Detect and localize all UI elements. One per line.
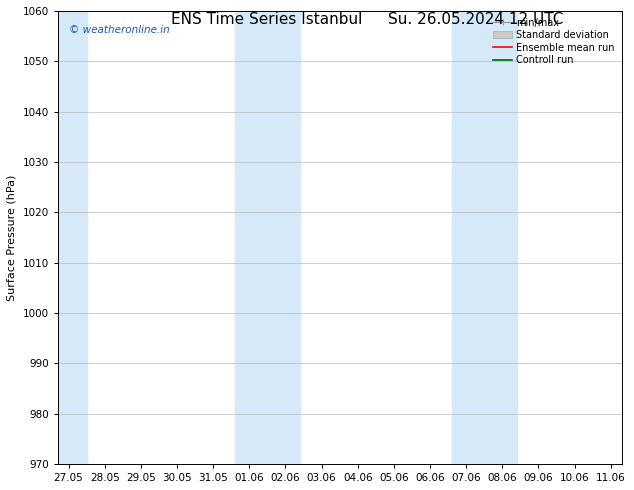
Bar [58, 11, 87, 464]
Text: ENS Time Series Istanbul: ENS Time Series Istanbul [171, 12, 362, 27]
Bar [452, 11, 517, 464]
Text: Su. 26.05.2024 12 UTC: Su. 26.05.2024 12 UTC [388, 12, 563, 27]
Bar [235, 11, 300, 464]
Legend: min/max, Standard deviation, Ensemble mean run, Controll run: min/max, Standard deviation, Ensemble me… [491, 16, 617, 67]
Y-axis label: Surface Pressure (hPa): Surface Pressure (hPa) [7, 174, 17, 301]
Text: © weatheronline.in: © weatheronline.in [69, 24, 170, 34]
